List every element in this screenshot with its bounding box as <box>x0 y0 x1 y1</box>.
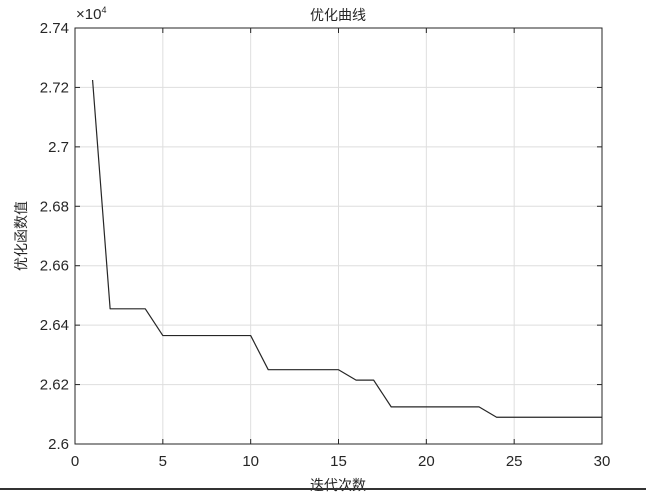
y-tick-label: 2.7 <box>48 139 69 156</box>
y-exponent-base: ×10 <box>76 6 101 23</box>
x-tick-label: 0 <box>71 453 79 470</box>
y-tick-label: 2.74 <box>40 20 69 37</box>
y-tick-label: 2.72 <box>40 79 69 96</box>
series-line-0 <box>91 79 602 418</box>
tick-labels: 0 5 10 15 20 25 30 2.6 2.62 2.64 2.66 2.68 2.7 2.72 2.… <box>40 20 611 470</box>
y-tick-label: 2.6 <box>48 436 69 453</box>
grid <box>75 28 602 444</box>
series-layer <box>91 79 602 418</box>
y-exponent-power: 4 <box>101 5 106 15</box>
x-tick-label: 10 <box>242 453 259 470</box>
y-tick-label: 2.62 <box>40 377 69 394</box>
x-tick-label: 30 <box>594 453 611 470</box>
chart-title: 优化曲线 <box>310 8 366 24</box>
y-tick-label: 2.64 <box>40 317 69 334</box>
bottom-divider <box>0 488 646 490</box>
x-axis-label: 迭代次数 <box>310 478 366 494</box>
y-exponent-label: ×104 <box>76 5 106 23</box>
x-tick-label: 5 <box>159 453 167 470</box>
ticks <box>74 27 603 445</box>
y-tick-label: 2.68 <box>40 198 69 215</box>
y-axis-label: 优化函数值 <box>14 201 30 271</box>
x-tick-label: 15 <box>330 453 347 470</box>
y-tick-label: 2.66 <box>40 258 69 275</box>
x-tick-label: 20 <box>418 453 435 470</box>
x-tick-label: 25 <box>506 453 523 470</box>
